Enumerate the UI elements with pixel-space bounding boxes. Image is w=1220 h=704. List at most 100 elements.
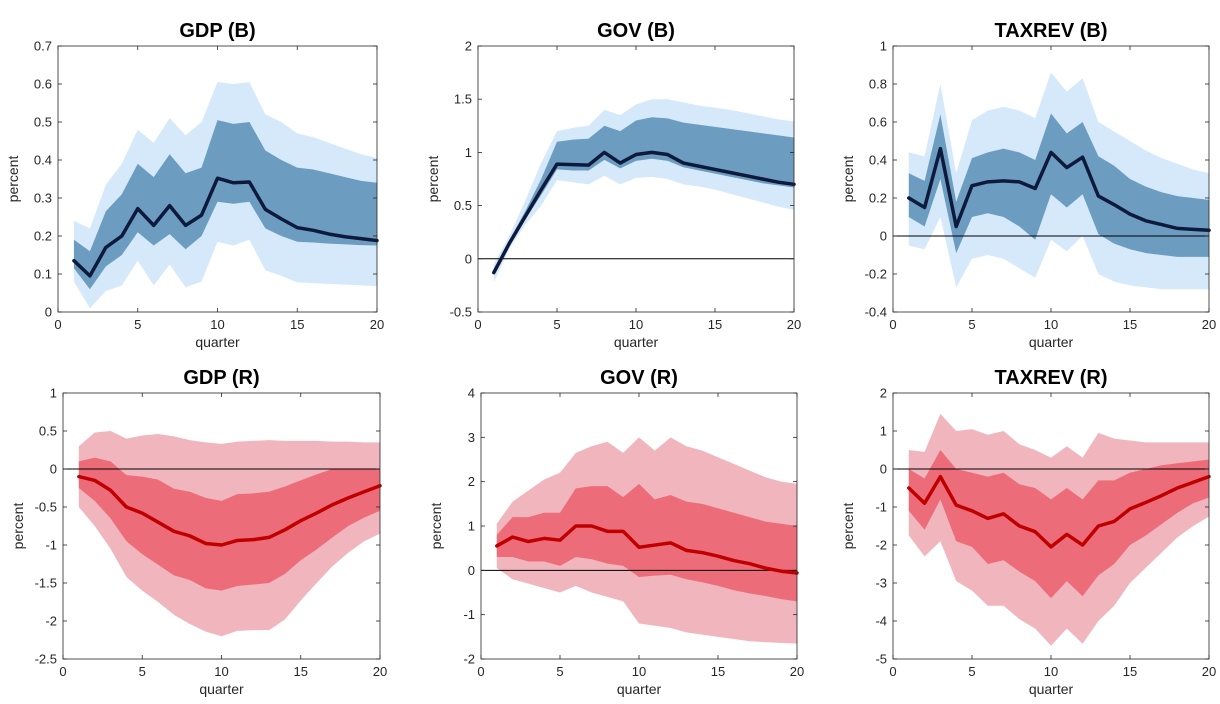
y-tick-label: 0.2 (869, 191, 887, 206)
median-line (77, 474, 382, 547)
inner-band (908, 113, 1209, 257)
x-tick-label: 0 (59, 664, 66, 679)
chart-title: GDP (R) (183, 367, 259, 389)
x-tick-label: 20 (790, 664, 804, 679)
chart-title: GOV (B) (597, 20, 675, 42)
y-tick-label: 4 (468, 386, 475, 401)
y-axis-label: percent (428, 503, 444, 550)
x-tick-label: 10 (1044, 317, 1058, 332)
y-tick-label: 1 (880, 39, 887, 54)
y-tick-label: -0.5 (35, 500, 57, 515)
x-tick-label: 5 (139, 664, 146, 679)
x-tick-label: 15 (708, 317, 722, 332)
y-tick-label: -1 (875, 500, 887, 515)
inner-band (73, 120, 377, 290)
inner-band (908, 450, 1209, 599)
x-tick-label: 15 (711, 664, 725, 679)
y-tick-label: 0.6 (869, 115, 887, 130)
x-tick-label: 5 (968, 664, 975, 679)
y-tick-label: -0.5 (450, 305, 472, 320)
chart-panel: 0 5 10 15 20 -2 -1 0 1 2 3 4 GOV (R) quarter percent (428, 367, 804, 697)
y-axis-label: percent (425, 156, 441, 203)
y-tick-label: -2.5 (35, 652, 57, 667)
y-tick-label: -2 (463, 652, 475, 667)
x-tick-label: 20 (787, 317, 801, 332)
chart-title: GOV (R) (600, 367, 678, 389)
y-tick-label: 0.5 (34, 115, 52, 130)
chart-title: GDP (B) (179, 20, 255, 42)
y-axis-label: percent (840, 156, 856, 203)
y-tick-label: 0.3 (34, 191, 52, 206)
chart-title: TAXREV (R) (995, 367, 1108, 389)
y-tick-label: -2 (45, 614, 57, 629)
x-tick-label: 0 (474, 317, 481, 332)
median-line (495, 524, 799, 575)
x-axis-label: quarter (1029, 334, 1074, 350)
x-tick-label: 0 (54, 317, 61, 332)
y-tick-label: -2 (875, 538, 887, 553)
y-tick-label: 0.5 (454, 198, 472, 213)
y-axis-label: percent (10, 503, 26, 550)
chart-panel: 0 5 10 15 20 -0.4 -0.2 0 0.2 0.4 0.6 0.8 1 TAXREV (B)… (840, 20, 1216, 350)
y-tick-label: 1 (468, 519, 475, 534)
inner-band (493, 117, 794, 275)
x-tick-label: 5 (968, 317, 975, 332)
median-line (907, 474, 1211, 549)
y-tick-label: 1 (50, 386, 57, 401)
y-tick-label: -1.5 (35, 576, 57, 591)
chart-title: TAXREV (B) (995, 20, 1108, 42)
x-axis-label: quarter (199, 681, 244, 697)
median-line (907, 146, 1211, 233)
x-tick-label: 10 (1044, 664, 1058, 679)
x-axis-label: quarter (195, 334, 240, 350)
x-tick-label: 15 (1123, 664, 1137, 679)
y-tick-label: 2 (880, 386, 887, 401)
y-tick-label: 3 (468, 430, 475, 445)
y-tick-label: 2 (465, 39, 472, 54)
y-tick-label: 2 (468, 474, 475, 489)
y-tick-label: 0.6 (34, 77, 52, 92)
x-tick-label: 20 (370, 317, 384, 332)
y-axis-label: percent (5, 156, 21, 203)
y-tick-label: 0 (50, 462, 57, 477)
x-tick-label: 10 (629, 317, 643, 332)
y-tick-label: 1 (465, 145, 472, 160)
y-tick-label: 0 (465, 251, 472, 266)
y-tick-label: 0 (468, 563, 475, 578)
x-tick-label: 15 (1123, 317, 1137, 332)
y-axis-label: percent (840, 503, 856, 550)
x-tick-label: 15 (290, 317, 304, 332)
y-tick-label: -1 (463, 607, 475, 622)
y-tick-label: 0.2 (34, 229, 52, 244)
y-tick-label: 0.4 (869, 153, 887, 168)
y-tick-label: -0.2 (865, 267, 887, 282)
x-tick-label: 10 (210, 317, 224, 332)
y-tick-label: -5 (875, 652, 887, 667)
y-tick-label: -4 (875, 614, 887, 629)
inner-band (78, 457, 380, 591)
x-tick-label: 15 (294, 664, 308, 679)
x-axis-label: quarter (617, 681, 662, 697)
y-tick-label: 0.8 (869, 77, 887, 92)
y-tick-label: -1 (45, 538, 57, 553)
y-tick-label: 0.5 (39, 424, 57, 439)
x-tick-label: 5 (134, 317, 141, 332)
y-tick-label: 0.1 (34, 267, 52, 282)
y-tick-label: 1.5 (454, 92, 472, 107)
median-line (492, 150, 796, 275)
x-axis-label: quarter (1029, 681, 1074, 697)
inner-band (496, 483, 797, 602)
x-tick-label: 10 (214, 664, 228, 679)
y-tick-label: 0 (880, 462, 887, 477)
y-tick-label: 1 (880, 424, 887, 439)
x-tick-label: 20 (1202, 664, 1216, 679)
chart-panel: 0 5 10 15 20 -5 -4 -3 -2 -1 0 1 2 TAXREV (R) quarter pe… (840, 367, 1216, 697)
chart-panel: 0 5 10 15 20 0 0.1 0.2 0.3 0.4 0.5 0.6 0.7 GDP (B) qua… (5, 20, 384, 350)
x-tick-label: 0 (889, 664, 896, 679)
x-tick-label: 5 (553, 317, 560, 332)
x-tick-label: 5 (556, 664, 563, 679)
y-tick-label: 0 (45, 305, 52, 320)
y-tick-label: -0.4 (865, 305, 887, 320)
